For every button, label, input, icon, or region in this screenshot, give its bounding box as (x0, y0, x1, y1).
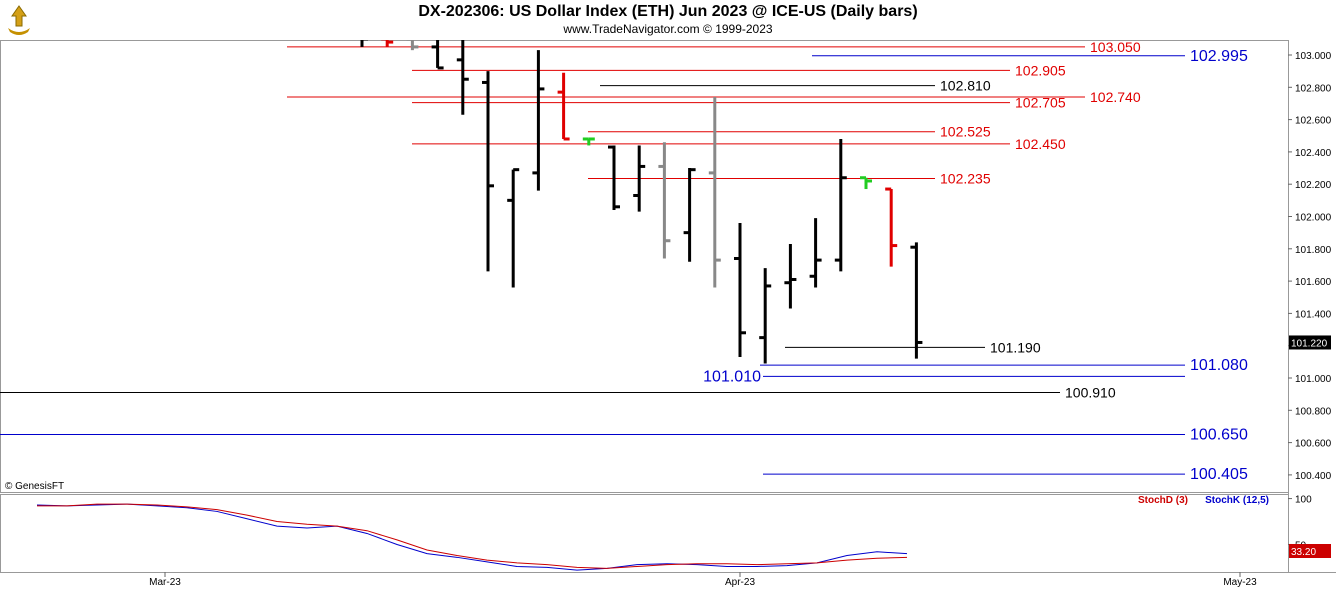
ohlc-bar (734, 222, 746, 358)
ohlc-bar (557, 72, 570, 141)
ohlc-bar (406, 40, 419, 51)
level-label: 102.525 (940, 124, 991, 140)
ohlc-bar (658, 142, 671, 259)
ohlc-bar (885, 187, 898, 267)
ohlc-bar (582, 137, 595, 146)
level-label: 100.650 (1190, 427, 1248, 444)
level-label: 101.190 (990, 339, 1041, 355)
axis-background (1288, 40, 1336, 572)
ohlc-bar (683, 168, 696, 262)
level-label: 102.450 (1015, 136, 1066, 152)
ohlc-bars (360, 40, 923, 364)
price-tick-label: 102.200 (1295, 180, 1332, 191)
price-tick-label: 101.000 (1295, 374, 1332, 385)
ohlc-bar (532, 50, 545, 191)
ohlc-bar (708, 96, 721, 288)
price-tick-label: 102.600 (1295, 116, 1332, 127)
watermark-text: © GenesisFT (5, 481, 64, 492)
chart-title: DX-202306: US Dollar Index (ETH) Jun 202… (418, 3, 918, 20)
price-tick-label: 102.400 (1295, 148, 1332, 159)
level-label: 102.705 (1015, 95, 1066, 111)
stoch-last-box (1289, 544, 1331, 558)
date-tick-label: Apr-23 (725, 577, 755, 588)
ohlc-bar (482, 71, 494, 272)
stoch-k-legend: StochK (12,5) (1205, 495, 1269, 506)
level-label: 101.080 (1190, 357, 1248, 374)
support-resistance-levels: 103.050 102.995 102.905 102.810 102.740 102.7… (0, 39, 1248, 483)
price-tick-label: 102.800 (1295, 83, 1332, 94)
ohlc-bar (784, 243, 797, 309)
ohlc-bar (809, 218, 822, 288)
level-label: 102.740 (1090, 89, 1141, 105)
level-label: 102.995 (1190, 48, 1248, 65)
ohlc-bar (431, 40, 444, 70)
level-label: 100.910 (1065, 385, 1116, 401)
date-tick-label: May-23 (1223, 577, 1257, 588)
price-tick-label: 101.400 (1295, 309, 1332, 320)
level-label: 102.905 (1015, 62, 1066, 78)
ohlc-bar (507, 168, 520, 288)
last-price-box (1289, 335, 1331, 350)
level-label: 101.010 (703, 368, 761, 385)
chart-subtitle: www.TradeNavigator.com © 1999-2023 (563, 22, 773, 36)
ohlc-bar (834, 138, 847, 272)
date-axis: Mar-23 Apr-23 May-23 (149, 572, 1257, 588)
level-label: 102.235 (940, 171, 991, 187)
ohlc-bar (633, 145, 646, 212)
ohlc-bar (759, 268, 772, 364)
stochastic-panel: StochD (3)StochK (12,5)1005033.20 (36, 495, 1331, 571)
ohlc-bar (860, 176, 872, 190)
price-tick-label: 100.800 (1295, 406, 1332, 417)
price-tick-label: 100.400 (1295, 471, 1332, 482)
price-tick-label: 103.000 (1295, 51, 1332, 62)
price-tick-label: 102.000 (1295, 213, 1332, 224)
level-label: 100.405 (1190, 466, 1248, 483)
price-tick-label: 101.600 (1295, 277, 1332, 288)
price-axis: 103.000 102.800 102.600 102.400 102.200 102.0… (1288, 51, 1332, 482)
level-label: 102.810 (940, 78, 991, 94)
stoch-tick-label: 100 (1295, 495, 1312, 506)
stoch-d-line (37, 503, 908, 569)
ohlc-bar (910, 242, 923, 359)
chart-frame: © GenesisFT (0, 40, 1336, 573)
stoch-d-legend: StochD (3) (1138, 495, 1188, 506)
ohlc-bar (360, 40, 368, 47)
chart-header: DX-202306: US Dollar Index (ETH) Jun 202… (0, 0, 1336, 40)
last-price-label: 101.220 (1291, 338, 1328, 349)
date-tick-label: Mar-23 (149, 577, 181, 588)
ohlc-bar (381, 40, 394, 47)
level-label: 103.050 (1090, 39, 1141, 55)
price-tick-label: 100.600 (1295, 439, 1332, 450)
ohlc-bar (608, 145, 620, 211)
price-tick-label: 101.800 (1295, 245, 1332, 256)
price-panel-border (0, 40, 1289, 493)
stoch-last-label: 33.20 (1291, 547, 1316, 558)
stoch-k-line (36, 503, 908, 571)
stochastic-panel-border (0, 494, 1289, 573)
ohlc-bar (456, 40, 469, 115)
trade-navigator-logo-icon (2, 2, 36, 36)
